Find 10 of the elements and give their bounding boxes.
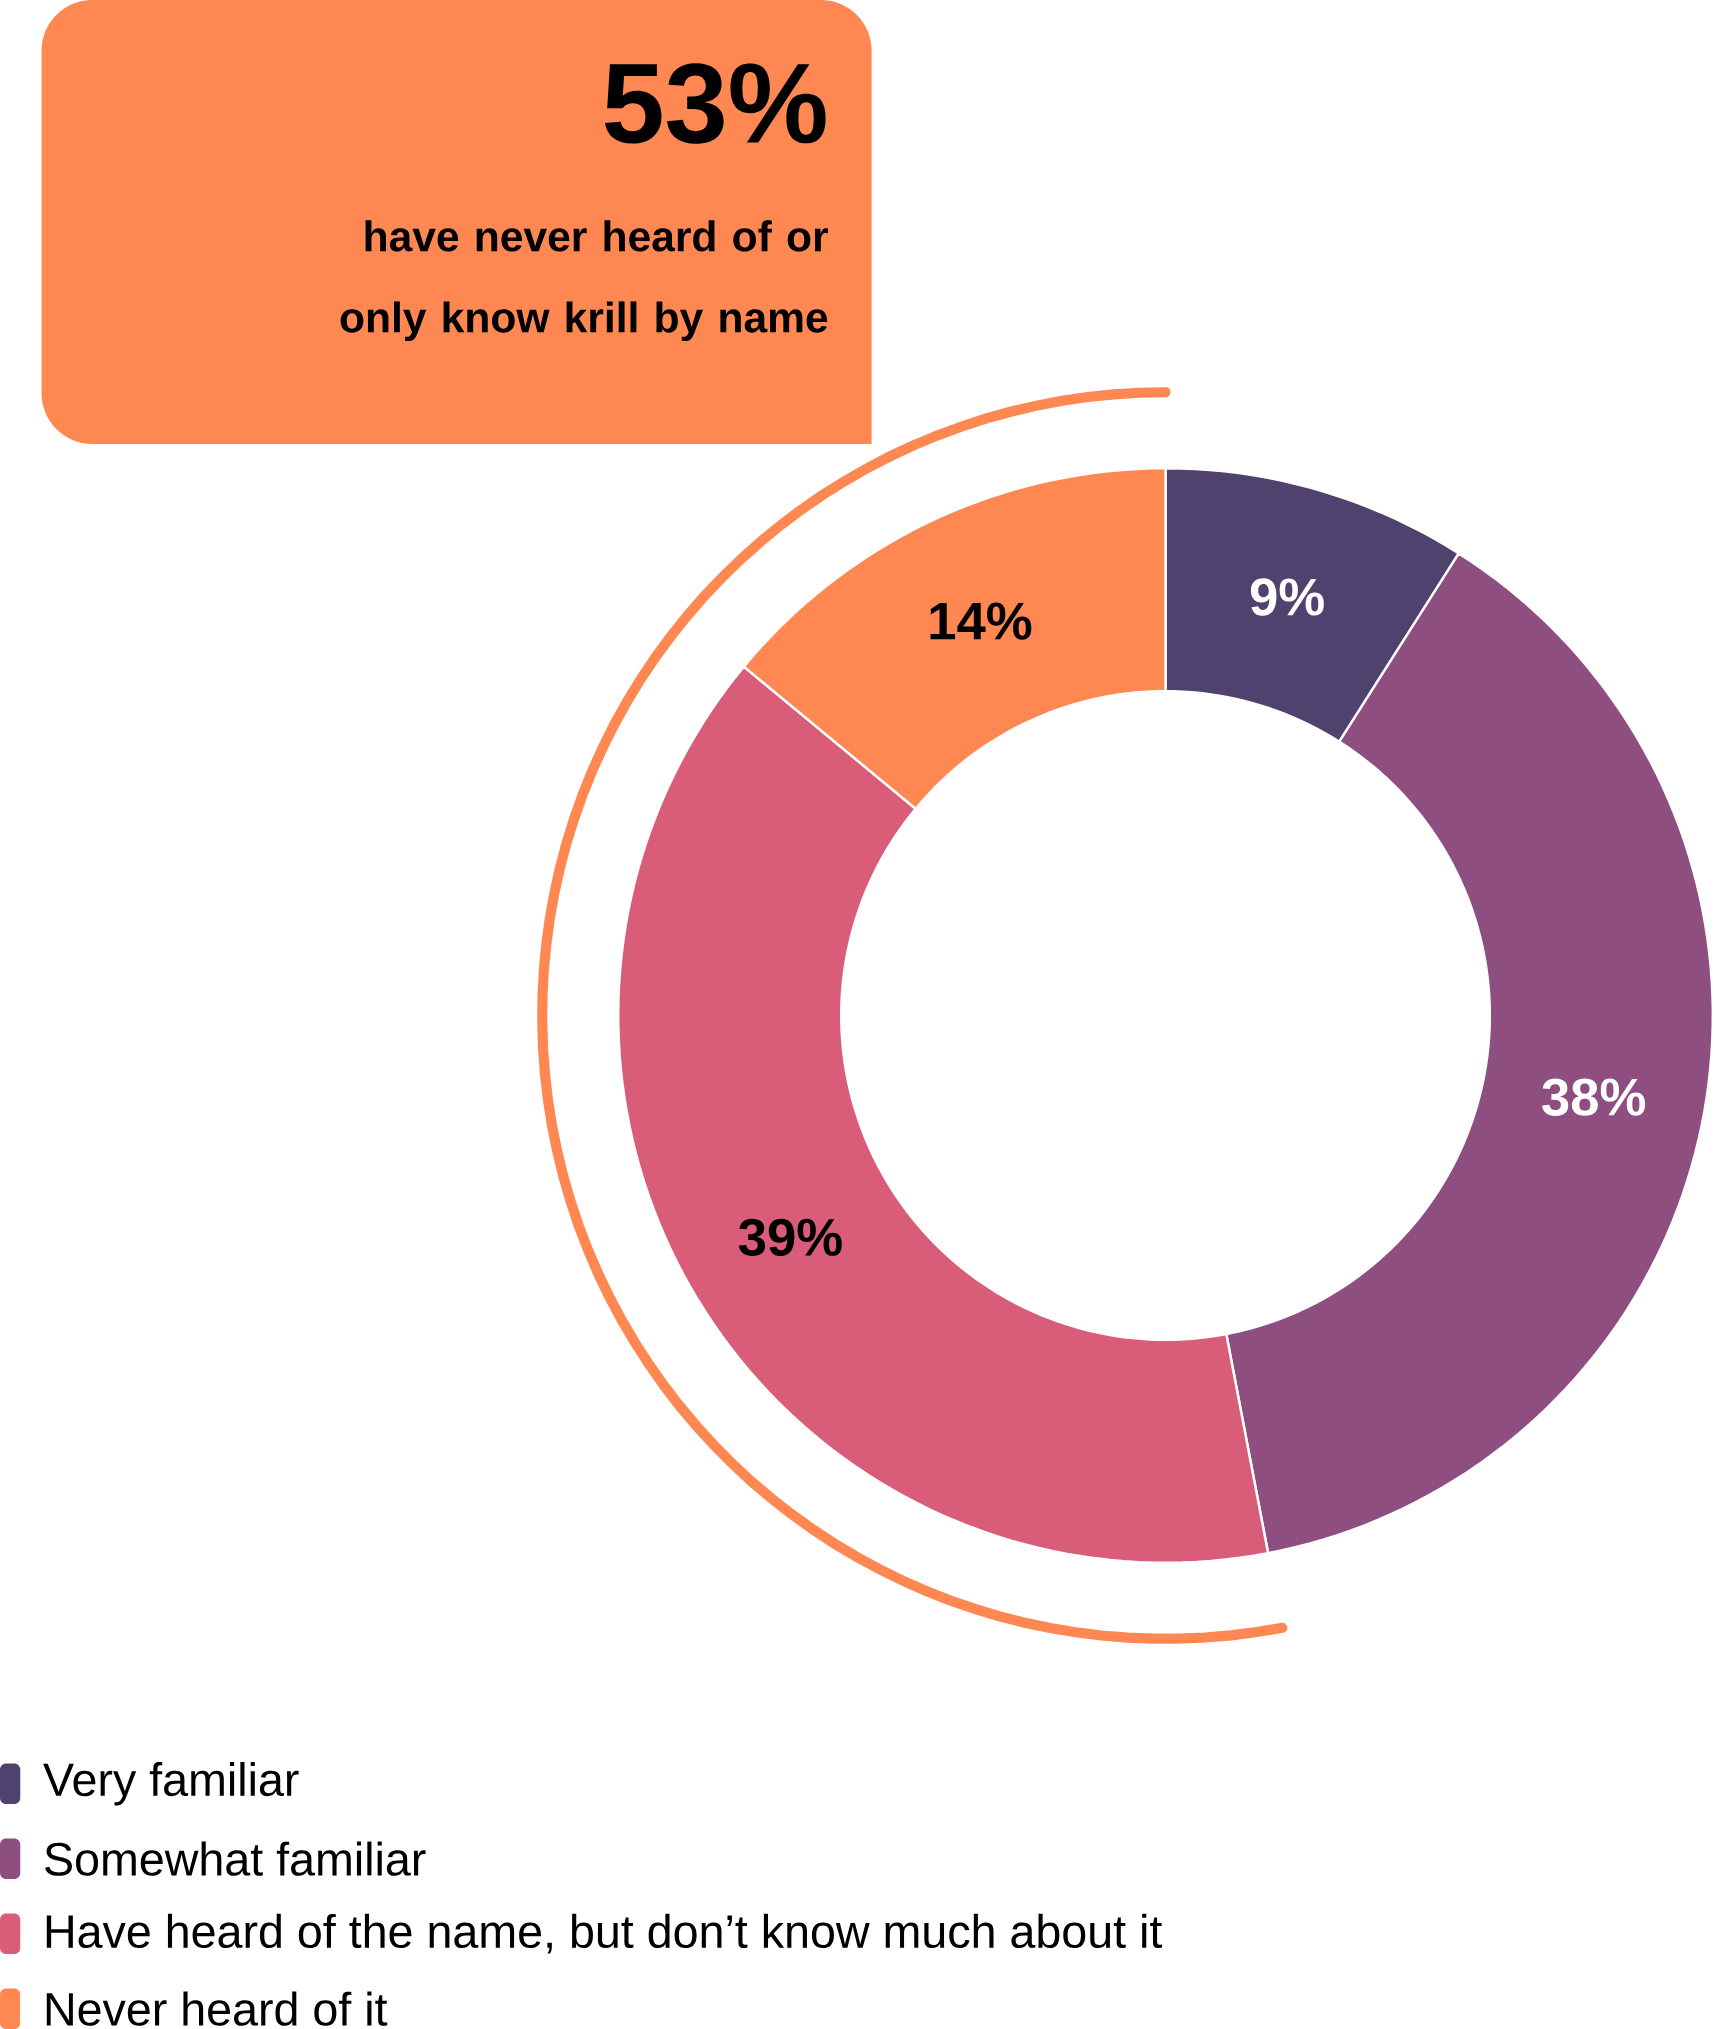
data-label: 38% <box>1542 1078 1645 1116</box>
text: have never heard of or only know krill by name <box>340 220 828 342</box>
data-label: 14% <box>930 602 1032 640</box>
legend-label: Somewhat familiar <box>45 1841 426 1876</box>
data-label: 39% <box>738 1218 842 1257</box>
legend-label: Have heard of the name, but don’t know much about it <box>46 1913 1163 1954</box>
text: 53% <box>604 63 826 144</box>
legend-label: Very familiar <box>43 1761 299 1806</box>
legend-label: Never heard of it <box>46 1991 388 2026</box>
data-label: 9% <box>1250 578 1324 616</box>
